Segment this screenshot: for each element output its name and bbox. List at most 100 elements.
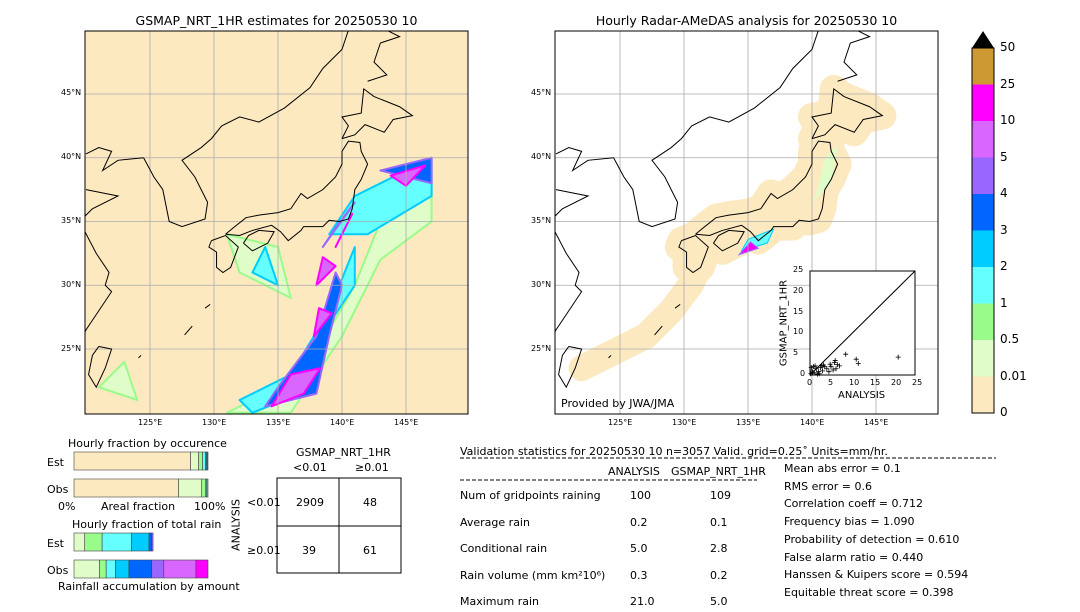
- occurrence-est-segment: [190, 451, 199, 471]
- scatter-point: [815, 371, 821, 377]
- coastline-ryukyu3: [608, 355, 612, 359]
- rain-obs-segment: [73, 559, 100, 579]
- rain-obs-segment: [151, 559, 165, 579]
- scatter-xtick: 20: [891, 378, 902, 387]
- col-analysis: ANALYSIS: [608, 465, 660, 478]
- rain-est-segment: [131, 532, 150, 552]
- score-line: False alarm ratio = 0.440: [784, 550, 924, 564]
- colorbar-bin: [972, 303, 994, 340]
- cell-10: 39: [302, 544, 316, 557]
- scatter-xtick: 25: [912, 378, 923, 387]
- stat-analysis-value: 0.2: [630, 515, 648, 529]
- scatter-xtick: 15: [870, 378, 881, 387]
- precip-area-9: [270, 367, 322, 408]
- scatter-ytick: 10: [793, 327, 804, 337]
- lon-tick-label: 140°E: [800, 418, 825, 427]
- colorbar-bin: [972, 340, 994, 377]
- colorbar-label: 5: [1000, 149, 1008, 164]
- colorbar-frame: [971, 47, 995, 414]
- occurrence-obs-segment: [73, 478, 179, 498]
- colorbar-extend-arrow: [972, 31, 994, 48]
- score-line: Hanssen & Kuipers score = 0.594: [784, 568, 969, 582]
- scatter-point: [815, 369, 821, 375]
- colorbar-label: 10: [1000, 113, 1016, 127]
- lat-tick-label: 30°N: [61, 280, 82, 289]
- coastline-taiwan: [558, 345, 583, 389]
- rain-est-segment: [84, 532, 103, 552]
- lat-tick-label: 35°N: [61, 216, 82, 225]
- scatter-point: [843, 351, 849, 357]
- stat-gsmap-value: 109: [710, 489, 731, 502]
- coastline-korea: [613, 31, 819, 228]
- occurrence-est-segment: [206, 451, 209, 471]
- occurrence-obs-segment: [206, 478, 209, 498]
- coastline-kyushu: [208, 234, 239, 274]
- occurrence-est-segment: [202, 451, 206, 471]
- map-frame: [554, 30, 939, 415]
- precip-area-2: [97, 360, 139, 401]
- rain-est-segment: [101, 532, 132, 552]
- lon-tick-label: 130°E: [672, 418, 697, 427]
- scatter-point: [833, 366, 839, 372]
- stat-analysis-value: 5.0: [630, 542, 648, 555]
- col-label-lt: <0.01: [293, 461, 327, 474]
- scatter-point: [812, 363, 818, 369]
- precip-area-11: [389, 164, 427, 187]
- colorbar-bin: [972, 157, 994, 194]
- rain-fraction-title: Hourly fraction of total rain: [72, 518, 222, 531]
- lon-tick-label: 145°E: [864, 418, 889, 427]
- left-map-title: GSMAP_NRT_1HR estimates for 20250530 10: [135, 13, 418, 28]
- rain-est-segment: [148, 532, 153, 552]
- scatter-point: [826, 369, 832, 375]
- scatter-point: [855, 360, 861, 366]
- lat-tick-label: 30°N: [531, 280, 552, 289]
- colorbar-bin: [972, 230, 994, 267]
- score-line: Equitable threat score = 0.398: [784, 585, 954, 599]
- stat-gsmap-value: 0.1: [710, 515, 728, 529]
- stat-gsmap-value: 0.2: [710, 568, 728, 582]
- col-gsmap: GSMAP_NRT_1HR: [671, 465, 766, 478]
- lat-tick-label: 35°N: [531, 216, 552, 225]
- scatter-xtick: 10: [849, 378, 860, 387]
- occ-0-label: 0%: [58, 500, 76, 513]
- colorbar-bin: [972, 48, 994, 85]
- occurrence-title: Hourly fraction by occurence: [68, 437, 227, 450]
- coastline-liaodong: [555, 147, 614, 172]
- scatter-xtick: 0: [807, 378, 813, 387]
- coastline-ryukyu3: [138, 355, 142, 359]
- rain-xlabel: Rainfall accumulation by amount: [58, 580, 240, 593]
- precip-area-12: [334, 212, 354, 248]
- lon-tick-label: 145°E: [394, 418, 419, 427]
- scatter-point: [808, 365, 814, 371]
- cell-00: 2909: [296, 496, 324, 509]
- coastline-hokkaido: [811, 87, 884, 140]
- lat-tick-label: 25°N: [61, 344, 82, 353]
- colorbar-bin: [972, 84, 994, 121]
- coastline-sakhalin: [837, 31, 871, 82]
- scatter-ylabel: GSMAP_NRT_1HR: [778, 279, 790, 367]
- scatter-point: [830, 367, 836, 373]
- coastline-sakhalin: [367, 31, 401, 82]
- colorbar-bin: [972, 121, 994, 158]
- scatter-point: [819, 363, 825, 369]
- stat-row-label: Conditional rain: [460, 542, 548, 555]
- colorbar-label: 1: [1000, 295, 1008, 310]
- occurrence-est-segment: [73, 451, 191, 471]
- radar-rain-magenta: [737, 241, 760, 256]
- scatter-xlabel: ANALYSIS: [838, 390, 886, 401]
- rain-est-segment: [151, 532, 154, 552]
- coastline-honshu: [695, 140, 839, 242]
- lon-tick-label: 125°E: [138, 418, 163, 427]
- rain-obs-segment: [163, 559, 197, 579]
- score-line: Frequency bias = 1.090: [784, 515, 915, 529]
- lat-tick-label: 40°N: [531, 152, 552, 161]
- scatter-ytick: 25: [793, 265, 804, 274]
- occurrence-est-segment: [198, 451, 203, 471]
- validation-header: Validation statistics for 20250530 10 n=…: [460, 445, 888, 458]
- score-line: Probability of detection = 0.610: [784, 532, 960, 546]
- lon-tick-label: 125°E: [608, 418, 633, 427]
- rain-est-segment: [73, 532, 86, 552]
- colorbar-bin: [972, 267, 994, 304]
- coastline-shikoku: [243, 229, 275, 252]
